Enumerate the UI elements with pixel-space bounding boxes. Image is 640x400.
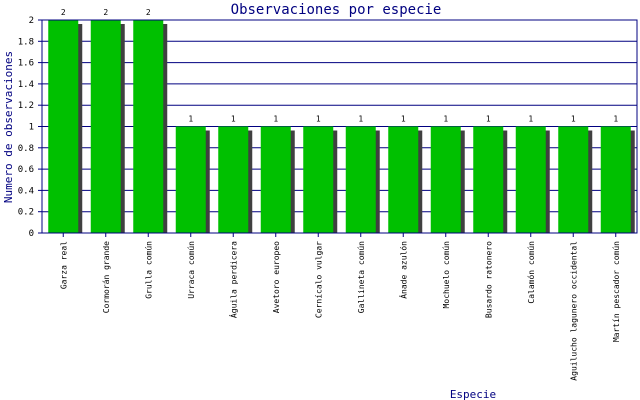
data-label: 1 <box>231 115 236 124</box>
x-tick-label: Garza real <box>59 241 68 289</box>
y-tick-label: 1.8 <box>18 37 34 47</box>
y-tick-label: 1.6 <box>18 59 34 69</box>
x-tick-label: Urraca común <box>187 241 196 299</box>
bar <box>388 126 419 233</box>
bar <box>90 20 121 233</box>
data-label: 1 <box>358 115 363 124</box>
y-tick-label: 1.2 <box>18 101 34 111</box>
bar <box>473 126 504 233</box>
data-label: 1 <box>571 115 576 124</box>
x-tick-label: Mochuelo común <box>442 241 451 309</box>
x-tick-label: Grulla común <box>144 241 153 299</box>
bar <box>218 126 249 233</box>
y-tick-label: 0.2 <box>18 208 34 218</box>
y-tick-label: 0.8 <box>18 144 34 154</box>
x-tick-label: Busardo ratonero <box>484 241 493 318</box>
y-tick-labels: 0 0.2 0.4 0.6 0.8 1 1.2 1.4 1.6 1.8 2 <box>18 16 34 239</box>
y-tick-label: 0.6 <box>18 165 34 175</box>
x-tick-label: Cormorán grande <box>102 241 111 313</box>
bars <box>48 20 635 233</box>
bar <box>303 126 334 233</box>
bar <box>515 126 546 233</box>
y-tick-label: 1.4 <box>18 80 34 90</box>
data-label: 1 <box>316 115 321 124</box>
x-tick-label: Calamón común <box>526 241 536 304</box>
data-label: 1 <box>401 115 406 124</box>
y-tick-label: 1 <box>29 123 34 133</box>
plot-frame <box>41 19 638 234</box>
x-tick-label: Gallineta común <box>357 241 366 313</box>
x-axis-label: Especie <box>450 388 496 400</box>
bar <box>175 126 206 233</box>
bar <box>260 126 291 233</box>
data-label: 1 <box>273 115 278 124</box>
bar <box>48 20 79 233</box>
data-label: 1 <box>486 115 491 124</box>
data-label: 2 <box>146 8 151 17</box>
x-tick-label: Ánade azulón <box>397 241 408 299</box>
data-label: 2 <box>61 8 66 17</box>
y-axis-label: Numero de observaciones <box>2 51 15 203</box>
data-label: 1 <box>528 115 533 124</box>
bar <box>558 126 589 233</box>
bar <box>600 126 631 233</box>
data-label: 2 <box>103 8 108 17</box>
x-tick-label: Águila perdicera <box>227 241 238 318</box>
bar <box>345 126 376 233</box>
x-tick-label: Martín pescador común <box>612 241 621 342</box>
chart-title: Observaciones por especie <box>231 2 442 18</box>
data-label: 1 <box>443 115 448 124</box>
data-label: 1 <box>613 115 618 124</box>
x-tick-label: Avetoro europeo <box>272 241 281 313</box>
data-label: 1 <box>188 115 193 124</box>
x-tick-label: Aguilucho lagunero occidental <box>569 241 578 381</box>
bar <box>133 20 164 233</box>
y-tick-label: 0.4 <box>18 186 34 196</box>
x-tick-labels: Garza real Cormorán grande Grulla común Urr… <box>59 241 621 381</box>
bar <box>430 126 461 233</box>
y-tick-label: 0 <box>29 229 34 239</box>
x-tick-label: Cernícalo vulgar <box>314 241 323 318</box>
y-tick-label: 2 <box>29 16 34 26</box>
data-labels: 2 2 2 1 1 1 1 1 1 1 1 1 1 1 <box>61 8 619 124</box>
